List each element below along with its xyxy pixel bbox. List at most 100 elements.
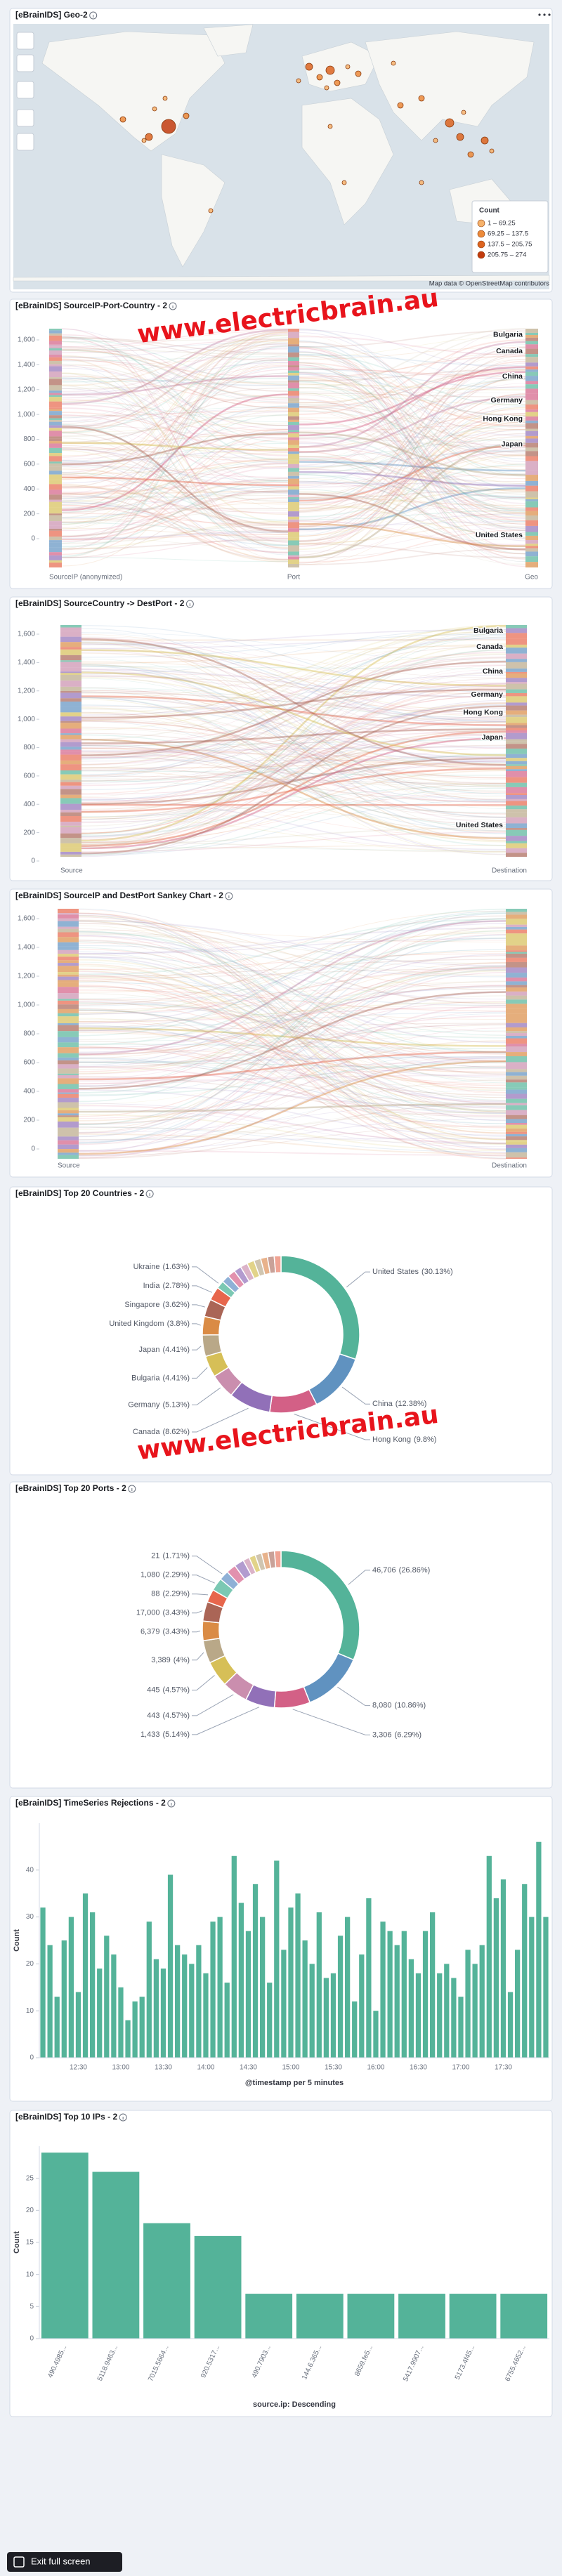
flow <box>81 683 507 746</box>
panel-title: [eBrainIDS] Top 20 Countries - 2 <box>15 1188 144 1198</box>
button-label[interactable]: Exit full screen <box>31 2556 91 2566</box>
flow <box>61 331 289 479</box>
node <box>60 649 81 655</box>
flow <box>61 362 289 395</box>
slice-name: 88 <box>151 1590 159 1598</box>
flow <box>81 664 507 818</box>
node <box>525 381 538 385</box>
flow <box>78 1103 507 1113</box>
exit-full-screen-button[interactable]: Exit full screen <box>7 2552 122 2572</box>
node <box>525 329 538 333</box>
flow <box>61 505 289 529</box>
map-control[interactable] <box>16 32 34 50</box>
flow <box>81 770 507 843</box>
node-label: Hong Kong <box>483 414 523 423</box>
x-tick-label: 15:30 <box>325 2064 342 2072</box>
node <box>60 691 81 693</box>
map-point <box>141 138 147 143</box>
node <box>288 556 299 560</box>
bar <box>125 2020 131 2058</box>
flow <box>78 941 507 1036</box>
flow <box>61 329 289 405</box>
map-control[interactable] <box>16 133 34 151</box>
node <box>506 1008 527 1014</box>
node <box>60 785 81 789</box>
node <box>58 1121 79 1128</box>
flow <box>61 462 289 538</box>
flow <box>299 419 526 527</box>
flow <box>78 925 507 1098</box>
node <box>60 655 81 661</box>
node <box>506 1087 527 1090</box>
map-point <box>419 180 424 185</box>
bar <box>231 1855 237 2058</box>
flow <box>61 348 289 355</box>
flow <box>61 466 289 475</box>
bar <box>182 1954 188 2058</box>
leader-line <box>192 1304 205 1308</box>
flow <box>61 345 289 528</box>
node <box>288 370 299 373</box>
flow <box>61 495 289 500</box>
node <box>60 642 81 648</box>
flow <box>299 434 526 441</box>
y-tick-label: 1,000 <box>18 411 35 419</box>
flow <box>299 438 526 449</box>
node <box>525 497 538 499</box>
flow <box>78 1058 507 1142</box>
flow <box>81 624 507 765</box>
flow <box>81 639 507 832</box>
flow <box>78 938 507 954</box>
flow <box>61 478 289 523</box>
node <box>525 548 538 552</box>
flow <box>78 1065 507 1124</box>
flow <box>78 1068 507 1084</box>
flow <box>81 690 507 839</box>
flow <box>81 671 507 756</box>
node <box>49 409 62 412</box>
flow <box>61 381 289 390</box>
flow <box>299 393 526 542</box>
bar <box>309 1964 315 2058</box>
node <box>506 924 527 927</box>
node <box>49 341 62 345</box>
flow <box>61 406 289 417</box>
bar <box>189 1964 195 2058</box>
bar <box>366 1898 372 2058</box>
x-tick-label: 17:30 <box>495 2064 512 2072</box>
node <box>49 421 62 426</box>
flow <box>61 372 289 436</box>
map-control[interactable] <box>16 54 34 72</box>
flow <box>78 1105 507 1144</box>
info-icon <box>119 2113 127 2122</box>
flow <box>61 520 289 550</box>
node-label: Hong Kong <box>463 709 503 717</box>
node <box>525 438 538 443</box>
map-control[interactable] <box>16 109 34 127</box>
flow <box>299 455 526 492</box>
node <box>525 404 538 410</box>
flow <box>61 518 289 539</box>
node <box>288 451 299 454</box>
flow <box>61 452 289 508</box>
axis-label: Port <box>287 574 301 581</box>
bar <box>507 1992 514 2058</box>
bar <box>196 1945 202 2058</box>
flow <box>299 372 526 464</box>
flow <box>81 778 507 786</box>
flow <box>61 411 289 466</box>
flow <box>78 969 507 1064</box>
flow <box>61 491 289 537</box>
node <box>288 407 299 413</box>
flow <box>81 704 507 801</box>
slice-value: (3.8%) <box>167 1320 190 1328</box>
map-control[interactable] <box>16 81 34 99</box>
flow <box>81 729 507 819</box>
flow <box>299 396 526 453</box>
map-point <box>161 119 176 134</box>
button-bg[interactable] <box>7 2552 122 2572</box>
node <box>49 425 62 428</box>
flow <box>81 633 507 723</box>
flow <box>299 387 526 422</box>
